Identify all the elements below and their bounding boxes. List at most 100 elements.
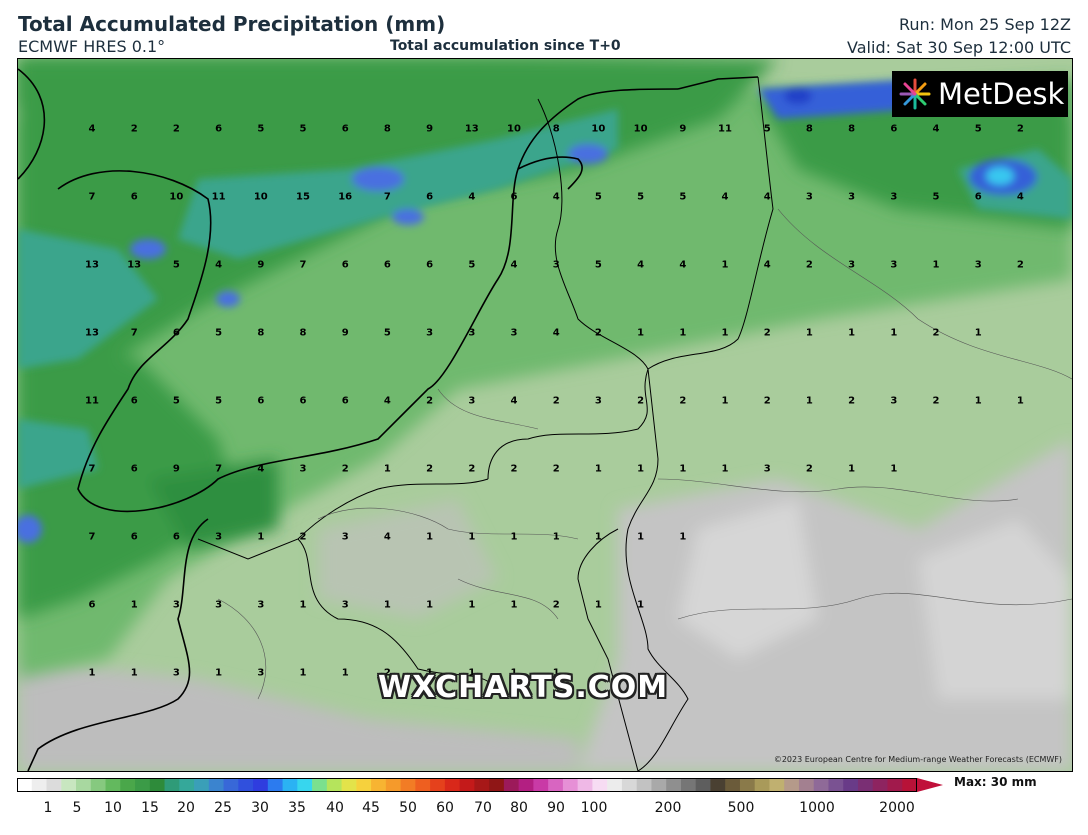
colorbar-tick-label: 200 bbox=[654, 800, 682, 816]
precip-value-label: 3 bbox=[172, 667, 180, 679]
precip-value-label: 13 bbox=[464, 123, 479, 135]
colorbar-extend-arrow bbox=[917, 778, 943, 792]
precip-value-label: 9 bbox=[679, 123, 687, 135]
colorbar-swatch bbox=[371, 778, 387, 792]
precip-value-label: 4 bbox=[763, 259, 771, 271]
colorbar-swatch bbox=[887, 778, 903, 792]
precip-value-label: 1 bbox=[932, 259, 940, 271]
precip-value-label: 1 bbox=[890, 463, 898, 475]
precip-value-label: 1 bbox=[426, 531, 434, 543]
colorbar-swatch bbox=[739, 778, 756, 792]
precip-value-label: 2 bbox=[679, 395, 687, 407]
precip-value-label: 4 bbox=[257, 463, 265, 475]
precip-value-label: 2 bbox=[932, 327, 940, 339]
precip-value-label: 1 bbox=[468, 599, 476, 611]
precip-value-label: 1 bbox=[426, 599, 434, 611]
colorbar-tick-label: 500 bbox=[727, 800, 755, 816]
precip-value-label: 3 bbox=[341, 531, 349, 543]
precip-value-label: 2 bbox=[552, 463, 560, 475]
precip-value-label: 3 bbox=[215, 599, 223, 611]
precip-value-label: 2 bbox=[637, 395, 645, 407]
precip-value-label: 3 bbox=[890, 191, 898, 203]
colorbar-swatch bbox=[326, 778, 343, 792]
colorbar-swatch bbox=[843, 778, 859, 792]
precip-value-label: 4 bbox=[932, 123, 940, 135]
precip-value-label: 1 bbox=[721, 327, 729, 339]
precip-value-label: 4 bbox=[1016, 191, 1024, 203]
precip-value-label: 13 bbox=[85, 259, 99, 271]
colorbar-swatch bbox=[518, 778, 534, 792]
precip-value-label: 6 bbox=[88, 599, 96, 611]
precip-value-label: 2 bbox=[426, 463, 434, 475]
precip-value-label: 5 bbox=[637, 191, 645, 203]
precip-value-label: 4 bbox=[721, 191, 729, 203]
precip-value-label: 5 bbox=[932, 191, 940, 203]
precip-value-label: 1 bbox=[383, 599, 391, 611]
precip-value-label: 7 bbox=[215, 463, 223, 475]
precip-value-label: 6 bbox=[257, 395, 265, 407]
precip-value-label: 10 bbox=[591, 123, 606, 135]
precip-value-label: 5 bbox=[215, 395, 223, 407]
map-subtitle: Total accumulation since T+0 bbox=[390, 38, 621, 54]
colorbar-swatch bbox=[400, 778, 416, 792]
precip-value-label: 1 bbox=[510, 531, 518, 543]
precip-value-label: 1 bbox=[510, 599, 518, 611]
colorbar-swatch bbox=[356, 778, 372, 792]
precip-value-label: 7 bbox=[383, 191, 391, 203]
colorbar-swatch bbox=[651, 778, 667, 792]
precip-value-label: 2 bbox=[805, 259, 813, 271]
colorbar-swatch bbox=[223, 778, 239, 792]
colorbar-swatch bbox=[592, 778, 608, 792]
precip-value-label: 4 bbox=[468, 191, 476, 203]
precip-value-label: 3 bbox=[890, 395, 898, 407]
precip-value-label: 2 bbox=[341, 463, 349, 475]
precip-value-label: 1 bbox=[848, 327, 856, 339]
precip-value-label: 5 bbox=[172, 395, 180, 407]
precip-value-label: 3 bbox=[890, 259, 898, 271]
precip-value-label: 5 bbox=[383, 327, 391, 339]
colorbar-tick-label: 45 bbox=[362, 800, 380, 816]
precip-value-label: 2 bbox=[805, 463, 813, 475]
colorbar-swatch bbox=[149, 778, 166, 792]
colorbar-swatch bbox=[695, 778, 711, 792]
colorbar-swatch bbox=[548, 778, 564, 792]
precip-value-label: 5 bbox=[299, 123, 307, 135]
colorbar-swatch bbox=[666, 778, 682, 792]
precip-value-label: 5 bbox=[172, 259, 180, 271]
precip-value-label: 3 bbox=[763, 463, 771, 475]
precipitation-map[interactable]: 4 2 2 6 5 5 6 8 9 13 10 8 10 10 9 11 5 8 8 6 4 5 2 7 6 10 11 10 15 16… bbox=[17, 58, 1073, 772]
precip-value-label: 3 bbox=[594, 395, 602, 407]
precip-value-label: 3 bbox=[468, 327, 476, 339]
precip-value-label: 1 bbox=[890, 327, 898, 339]
precip-value-label: 6 bbox=[890, 123, 898, 135]
precip-value-label: 6 bbox=[974, 191, 982, 203]
precip-value-label: 8 bbox=[552, 123, 560, 135]
precip-value-label: 3 bbox=[510, 327, 518, 339]
precip-value-label: 2 bbox=[468, 463, 476, 475]
colorbar-swatch bbox=[577, 778, 593, 792]
precip-value-label: 6 bbox=[426, 259, 434, 271]
colorbar-tick-label: 100 bbox=[580, 800, 608, 816]
precip-value-label: 10 bbox=[507, 123, 521, 135]
colorbar-swatch bbox=[76, 778, 92, 792]
precip-value-label: 10 bbox=[169, 191, 184, 203]
precip-value-label: 6 bbox=[510, 191, 518, 203]
precip-value-label: 4 bbox=[510, 395, 518, 407]
precip-value-label: 2 bbox=[594, 327, 602, 339]
precip-value-label: 1 bbox=[468, 531, 476, 543]
precip-value-label: 1 bbox=[552, 531, 560, 543]
colorbar-swatch bbox=[828, 778, 844, 792]
precip-value-label: 8 bbox=[848, 123, 856, 135]
precip-colorbar bbox=[17, 778, 943, 792]
precip-value-label: 2 bbox=[383, 667, 391, 679]
colorbar-swatch bbox=[164, 778, 180, 792]
precip-value-label: 3 bbox=[172, 599, 180, 611]
colorbar-swatch bbox=[341, 778, 357, 792]
precip-value-label: 2 bbox=[763, 327, 771, 339]
precip-value-label: 6 bbox=[383, 259, 391, 271]
colorbar-swatch bbox=[179, 778, 195, 792]
metdesk-logo: MetDesk bbox=[892, 71, 1068, 117]
precip-value-label: 8 bbox=[257, 327, 265, 339]
precip-value-label: 6 bbox=[426, 191, 434, 203]
precip-value-label: 4 bbox=[383, 531, 391, 543]
